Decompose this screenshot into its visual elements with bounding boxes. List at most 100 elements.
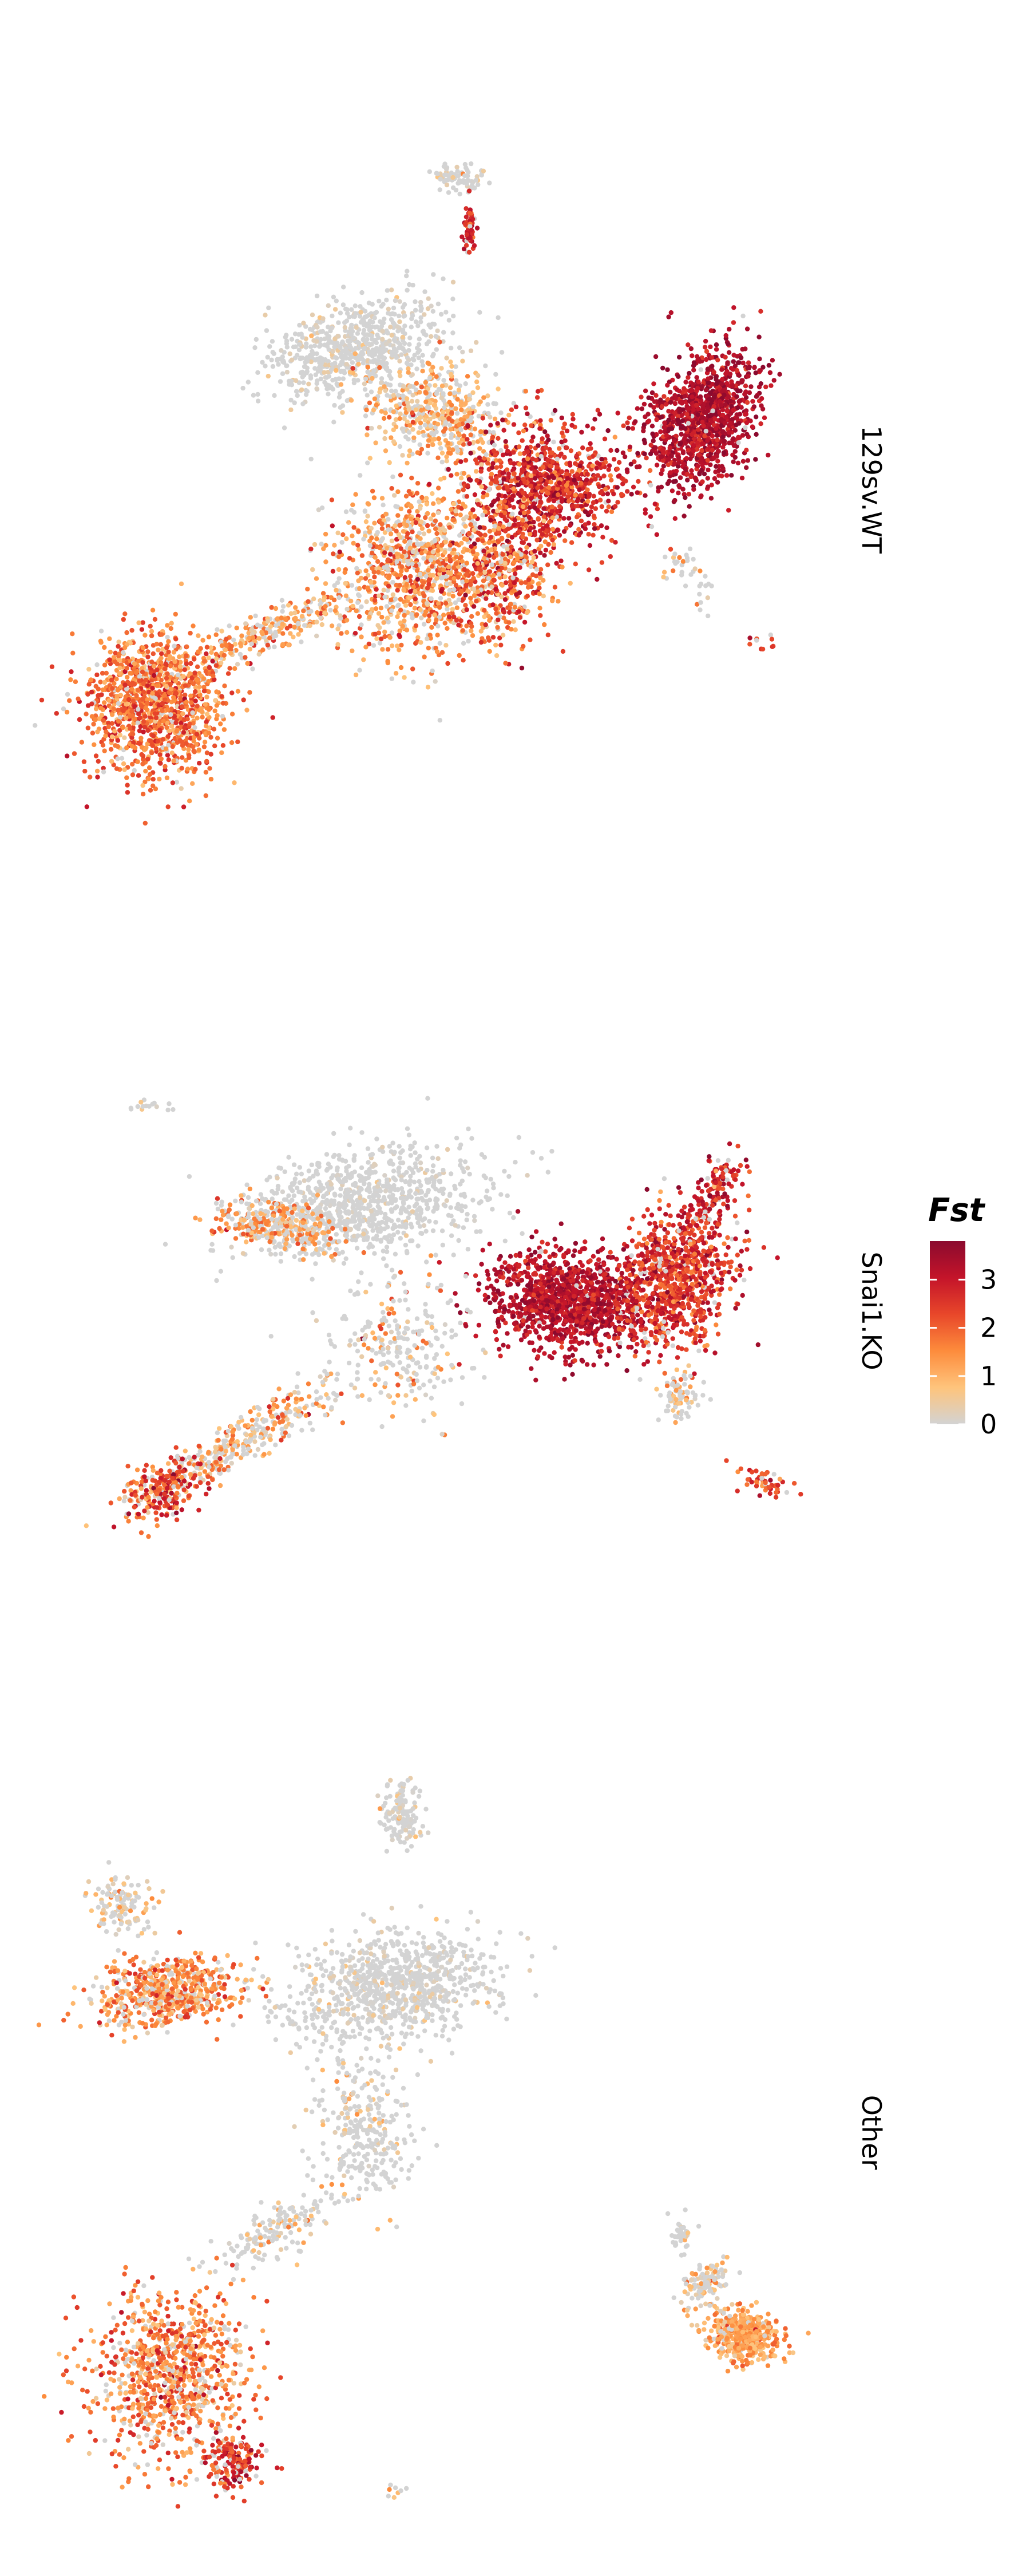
cell-point xyxy=(377,625,382,630)
cell-point xyxy=(271,715,275,720)
cell-point xyxy=(340,540,344,544)
cell-point xyxy=(689,346,694,351)
cell-point xyxy=(395,513,400,517)
cell-point xyxy=(496,386,500,391)
cell-point xyxy=(315,381,319,386)
cell-point xyxy=(306,599,310,604)
cell-point xyxy=(703,345,707,349)
cell-point xyxy=(302,623,307,627)
cell-point xyxy=(391,428,396,432)
cell-point xyxy=(448,385,453,390)
cell-point xyxy=(232,780,236,785)
cell-point xyxy=(648,468,652,473)
cell-point xyxy=(411,420,415,424)
cell-point xyxy=(770,358,775,362)
cell-point xyxy=(322,611,327,615)
cell-point xyxy=(330,623,334,628)
cell-point xyxy=(577,468,582,473)
cell-point xyxy=(625,467,629,472)
cell-point xyxy=(731,320,736,325)
cell-point xyxy=(709,328,714,333)
cell-point xyxy=(401,529,406,534)
cell-point xyxy=(430,491,434,496)
cell-point xyxy=(407,342,411,347)
cell-point xyxy=(726,394,731,399)
cell-point xyxy=(658,429,663,434)
cell-point xyxy=(478,437,483,441)
cell-point xyxy=(283,617,288,621)
cell-point xyxy=(592,526,597,531)
cell-point xyxy=(394,404,399,408)
cell-point xyxy=(605,491,610,496)
cell-point xyxy=(557,533,562,538)
cell-point xyxy=(772,378,777,382)
cell-point xyxy=(426,529,431,534)
cell-point xyxy=(695,386,700,390)
cell-point xyxy=(557,504,562,509)
cell-point xyxy=(422,654,426,659)
cell-point xyxy=(676,491,680,495)
cell-point xyxy=(562,421,567,426)
cell-point xyxy=(101,688,105,692)
cell-point xyxy=(435,633,439,637)
cell-point xyxy=(339,382,343,387)
cell-point xyxy=(549,418,553,422)
cell-point xyxy=(67,698,72,703)
cell-point xyxy=(544,445,548,450)
cell-point xyxy=(384,298,389,302)
cell-point xyxy=(246,380,251,384)
cell-point xyxy=(587,532,591,536)
cell-point xyxy=(414,623,418,628)
cell-point xyxy=(315,610,319,615)
cell-point xyxy=(407,509,411,513)
cell-point xyxy=(635,406,640,411)
cell-point xyxy=(728,372,732,376)
cell-point xyxy=(576,527,581,532)
cell-point xyxy=(326,341,331,345)
cell-point xyxy=(140,627,144,632)
cell-point xyxy=(476,385,480,390)
cell-point xyxy=(398,583,402,587)
cell-point xyxy=(348,345,353,350)
cell-point xyxy=(478,429,483,434)
cell-point xyxy=(421,556,426,560)
cell-point xyxy=(591,533,595,538)
cell-point xyxy=(109,747,113,752)
cell-point xyxy=(533,465,538,470)
cell-point xyxy=(410,550,415,554)
cell-point xyxy=(511,486,516,491)
cell-point xyxy=(382,565,386,570)
cell-point xyxy=(393,596,398,601)
cell-point xyxy=(352,510,356,515)
cell-point xyxy=(648,483,653,487)
cell-point xyxy=(642,438,647,442)
cell-point xyxy=(529,496,533,500)
cell-point xyxy=(629,492,633,496)
cell-point xyxy=(759,381,763,386)
cell-point xyxy=(587,567,591,572)
cell-point xyxy=(374,346,379,350)
cell-point xyxy=(426,685,430,689)
cell-point xyxy=(549,480,553,484)
cell-point xyxy=(275,357,279,362)
cell-point xyxy=(356,529,360,534)
cell-point xyxy=(627,416,632,420)
cell-point xyxy=(536,443,540,448)
cell-point xyxy=(370,320,375,325)
cell-point xyxy=(649,442,653,447)
cell-point xyxy=(435,623,440,628)
cell-point xyxy=(365,432,369,437)
cell-point xyxy=(271,350,275,354)
cell-point xyxy=(426,646,431,650)
cell-point xyxy=(458,417,463,422)
cell-point xyxy=(730,384,735,388)
cell-point xyxy=(443,621,447,625)
cell-point xyxy=(539,454,544,459)
cell-point xyxy=(522,422,527,427)
cell-point xyxy=(748,384,753,389)
cell-point xyxy=(447,447,451,451)
cell-point xyxy=(130,762,134,767)
cell-point xyxy=(425,501,429,506)
cell-point xyxy=(402,302,407,307)
cell-point xyxy=(525,412,529,416)
